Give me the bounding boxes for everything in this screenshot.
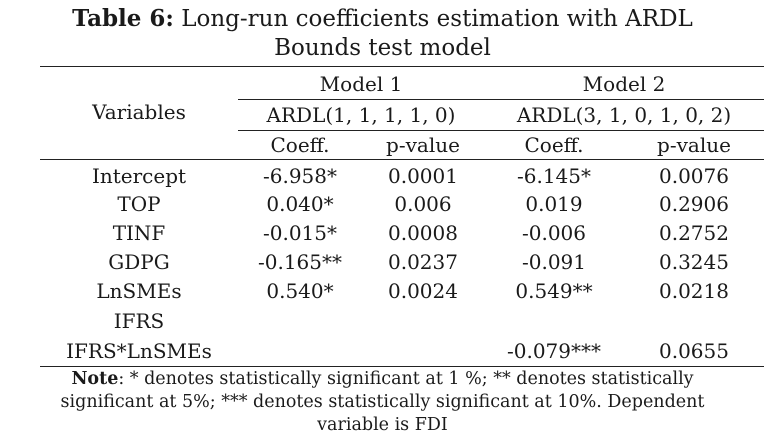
row-top-m1-pval: 0.006	[394, 192, 452, 216]
row-ifrs-lnsmes-m2-coef: -0.079***	[506, 339, 601, 363]
header-model2-spec: ARDL(3, 1, 0, 1, 0, 2)	[516, 103, 732, 127]
row-gdpg-m1-pval: 0.0237	[388, 250, 458, 274]
row-top-var: TOP	[117, 192, 161, 216]
row-top-m2-coef: 0.019	[525, 192, 583, 216]
row-intercept-var: Intercept	[91, 164, 187, 188]
row-top-m2-pval: 0.2906	[659, 192, 729, 216]
row-tinf-m1-pval: 0.0008	[388, 221, 458, 245]
caption-title: Long-run coefficients estimation with AR…	[181, 6, 693, 32]
note-line-3: variable is FDI	[317, 415, 448, 435]
note-label: Note	[71, 369, 119, 389]
row-gdpg-m1-coef: -0.165**	[257, 250, 342, 274]
header-model1-name: Model 1	[319, 72, 403, 96]
row-lnsmes-m2-pval: 0.0218	[659, 279, 729, 303]
caption-label: Table 6:	[72, 5, 174, 32]
header-model2-coef: Coeff.	[524, 133, 584, 157]
model-spec-rule	[238, 130, 764, 131]
row-intercept-m1-coef: -6.958*	[262, 164, 337, 188]
table-bottom-rule	[40, 366, 764, 367]
model-name-rule	[238, 99, 764, 100]
note-line-1: Note: * denotes statistically significan…	[20, 368, 745, 391]
header-bottom-rule	[40, 159, 764, 160]
row-intercept-m2-pval: 0.0076	[659, 164, 729, 188]
row-lnsmes-m1-pval: 0.0024	[388, 279, 458, 303]
header-model2-pval: p-value	[657, 133, 731, 157]
row-ifrs-var: IFRS	[113, 309, 165, 333]
row-gdpg-m2-pval: 0.3245	[659, 250, 729, 274]
table-top-rule	[40, 66, 764, 67]
row-tinf-var: TINF	[112, 221, 166, 245]
row-intercept-m2-coef: -6.145*	[516, 164, 591, 188]
header-model1-pval: p-value	[386, 133, 460, 157]
row-tinf-m2-pval: 0.2752	[659, 221, 729, 245]
row-ifrs-lnsmes-m2-pval: 0.0655	[659, 339, 729, 363]
row-tinf-m2-coef: -0.006	[521, 221, 586, 245]
row-tinf-m1-coef: -0.015*	[262, 221, 337, 245]
table-caption: Table 6: Long-run coefficients estimatio…	[0, 4, 765, 63]
row-ifrs-lnsmes-var: IFRS*LnSMEs	[66, 339, 212, 363]
note-text-1: : * denotes statistically significant at…	[118, 369, 694, 389]
row-top-m1-coef: 0.040*	[266, 192, 334, 216]
header-model2-name: Model 2	[582, 72, 666, 96]
caption-line-2: Bounds test model	[274, 35, 491, 61]
header-model1-spec: ARDL(1, 1, 1, 1, 0)	[266, 103, 456, 127]
row-lnsmes-m1-coef: 0.540*	[266, 279, 334, 303]
header-model1-coef: Coeff.	[270, 133, 330, 157]
row-gdpg-var: GDPG	[108, 250, 170, 274]
row-lnsmes-var: LnSMEs	[96, 279, 182, 303]
row-lnsmes-m2-coef: 0.549**	[515, 279, 593, 303]
header-variables: Variables	[92, 100, 186, 124]
table-note: Note: * denotes statistically significan…	[20, 368, 745, 437]
row-intercept-m1-pval: 0.0001	[388, 164, 458, 188]
note-line-2: significant at 5%; *** denotes statistic…	[60, 392, 705, 412]
row-gdpg-m2-coef: -0.091	[521, 250, 586, 274]
caption-line-1: Table 6: Long-run coefficients estimatio…	[0, 4, 765, 34]
